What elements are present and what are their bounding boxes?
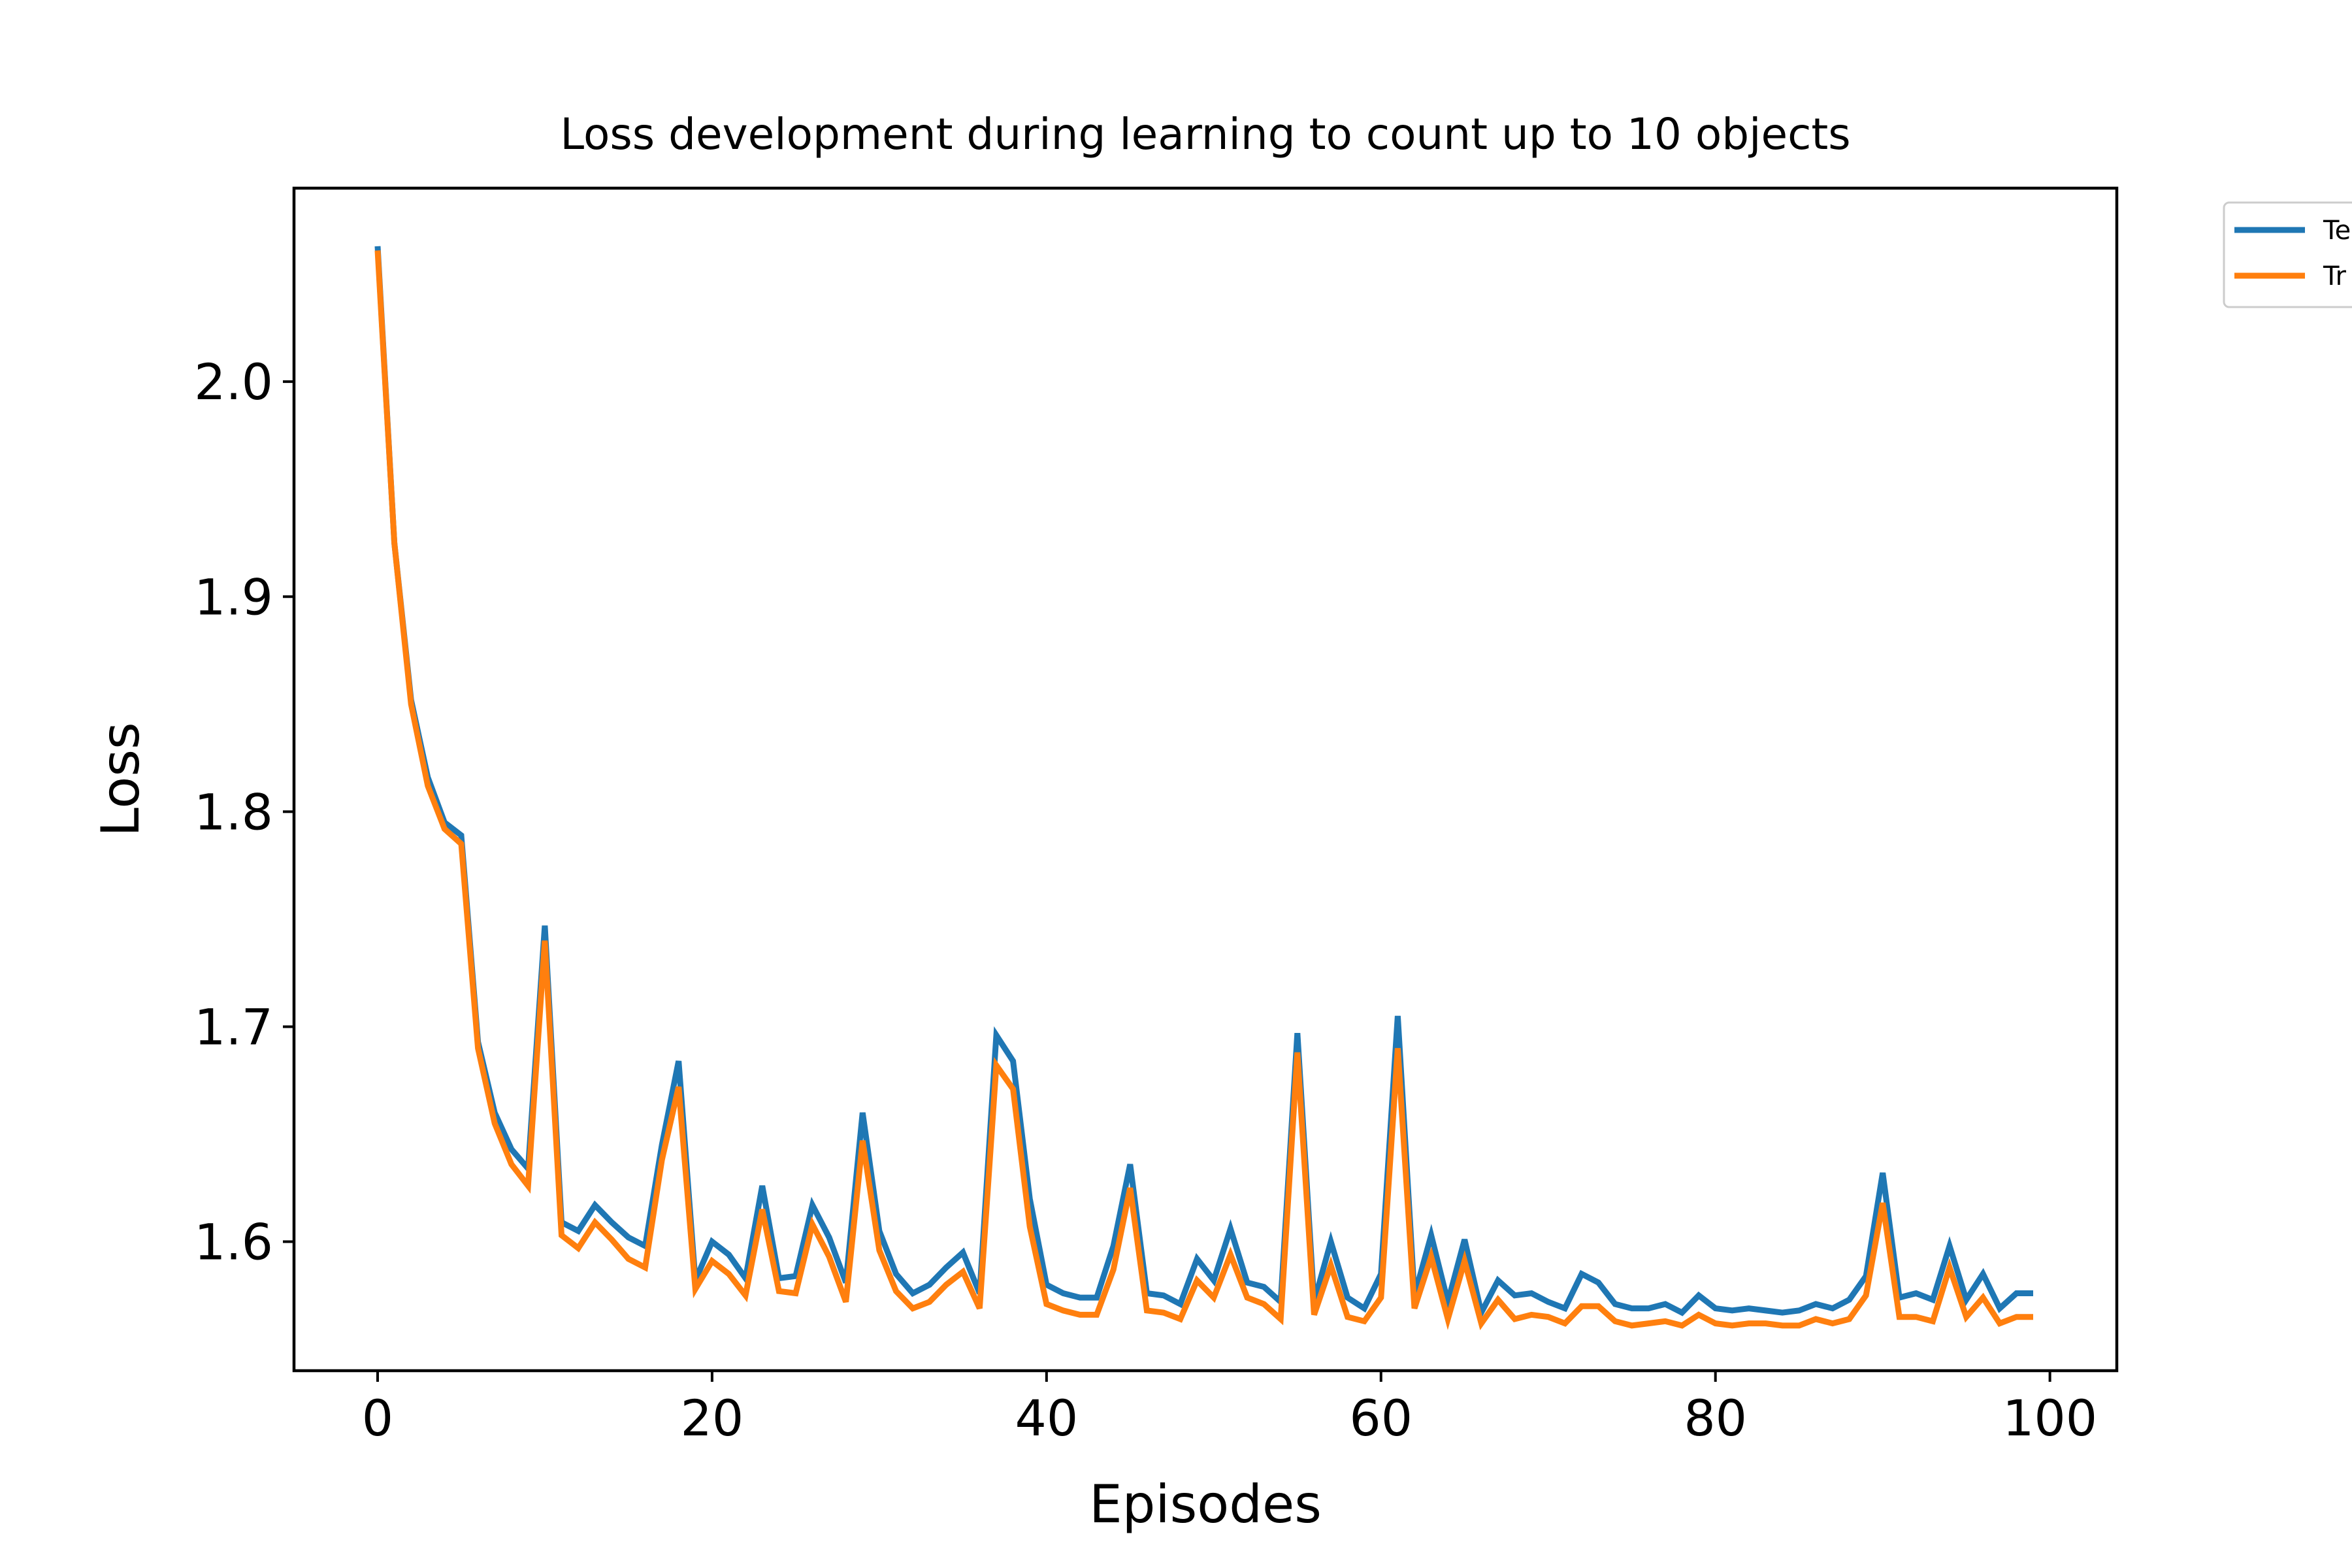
x-axis-label: Episodes — [1089, 1474, 1322, 1535]
y-tick-label: 2.0 — [194, 353, 273, 411]
plot-frame — [292, 186, 2119, 1373]
y-tick-label: 1.6 — [194, 1213, 273, 1271]
x-tick-label: 100 — [2002, 1389, 2097, 1447]
x-tick-label: 80 — [1684, 1389, 1747, 1447]
y-tick-label: 1.8 — [194, 783, 273, 841]
series-layer — [374, 246, 2033, 1331]
y-axis-label: Loss — [90, 722, 151, 836]
x-tick-label: 20 — [681, 1389, 744, 1447]
x-tick-label: 40 — [1015, 1389, 1078, 1447]
x-axis-ticks: 0 20 40 60 80 100 — [362, 1371, 2097, 1447]
legend-label-1: Te — [2323, 216, 2351, 246]
x-tick-label: 0 — [362, 1389, 393, 1447]
legend: Te Tr — [2223, 201, 2352, 308]
series-line-2 — [374, 250, 2033, 1331]
y-axis-ticks: 1.6 1.7 1.8 1.9 2.0 — [194, 353, 294, 1271]
legend-entries: Te Tr — [2234, 216, 2351, 291]
chart-title: Loss development during learning to coun… — [560, 109, 1850, 159]
legend-label-2: Tr — [2323, 261, 2347, 291]
x-tick-label: 60 — [1349, 1389, 1413, 1447]
y-tick-label: 1.9 — [194, 568, 273, 626]
y-tick-label: 1.7 — [194, 998, 273, 1056]
